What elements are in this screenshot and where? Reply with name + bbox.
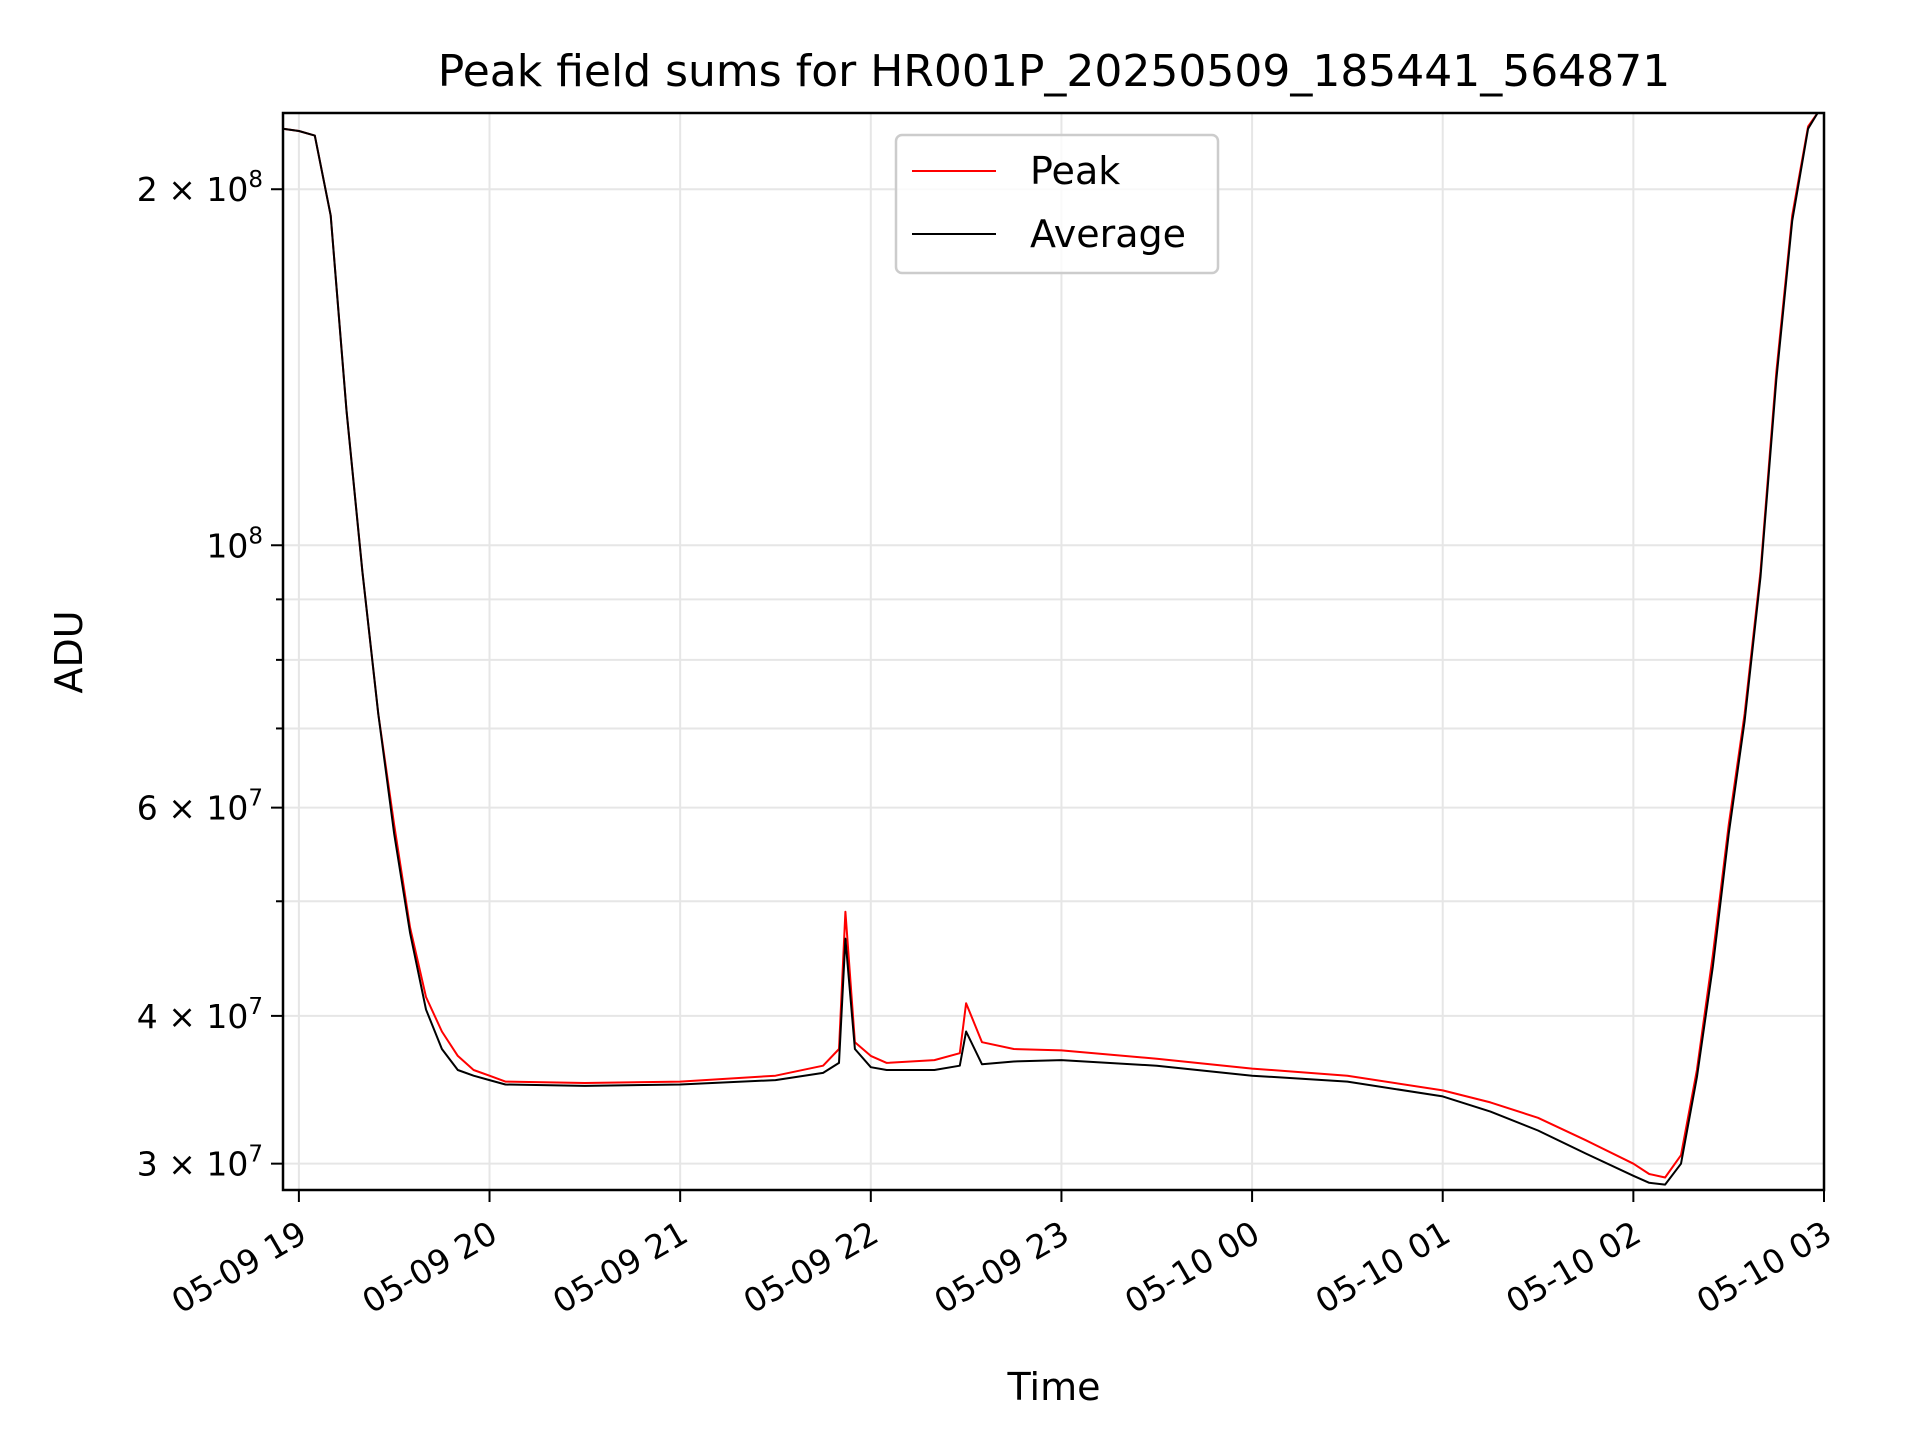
series-line-peak <box>282 112 1819 1179</box>
plot-frame <box>281 111 1826 1192</box>
series-line-average <box>282 112 1819 1186</box>
y-tick-base: 2 × 10 <box>137 170 249 209</box>
x-tick-label: 05-09 23 <box>927 1213 1075 1321</box>
x-tick-label: 05-10 03 <box>1690 1213 1838 1321</box>
x-tick-label: 05-09 21 <box>546 1213 694 1321</box>
legend-box <box>894 133 1220 275</box>
y-tick-label: 108 <box>206 523 263 565</box>
y-tick-base: 6 × 10 <box>137 789 249 828</box>
y-tick-label: 3 × 107 <box>137 1142 263 1184</box>
legend-label-average: Average <box>1030 212 1186 256</box>
grid <box>283 113 1825 1190</box>
y-tick-label: 6 × 107 <box>137 786 263 828</box>
y-tick-label: 2 × 108 <box>137 167 263 209</box>
x-tick-label: 05-09 20 <box>356 1213 504 1321</box>
y-tick-base: 4 × 10 <box>137 997 249 1036</box>
series-lines <box>282 112 1819 1186</box>
y-tick-base: 10 <box>206 526 248 565</box>
y-tick-exponent: 7 <box>248 994 263 1020</box>
x-tick-label: 05-10 01 <box>1309 1213 1457 1321</box>
y-tick-exponent: 7 <box>248 786 263 812</box>
y-axis-label: ADU <box>47 610 91 693</box>
x-axis-label: Time <box>1007 1365 1101 1409</box>
chart-title: Peak field sums for HR001P_20250509_1854… <box>438 46 1671 97</box>
legend: Peak Average <box>894 133 1220 275</box>
y-tick-exponent: 8 <box>248 167 263 193</box>
y-tick-label: 4 × 107 <box>137 994 263 1036</box>
x-tick-label: 05-09 19 <box>165 1213 313 1321</box>
legend-label-peak: Peak <box>1030 149 1120 193</box>
x-tick-label: 05-10 00 <box>1118 1213 1266 1321</box>
x-axis-ticks: 05-09 19 05-09 20 05-09 21 05-09 22 05-09 23… <box>165 1190 1838 1321</box>
y-tick-exponent: 8 <box>248 523 263 549</box>
y-tick-base: 3 × 10 <box>137 1145 249 1184</box>
x-tick-label: 05-09 22 <box>737 1213 885 1321</box>
y-tick-exponent: 7 <box>248 1142 263 1168</box>
x-tick-label: 05-10 02 <box>1499 1213 1647 1321</box>
